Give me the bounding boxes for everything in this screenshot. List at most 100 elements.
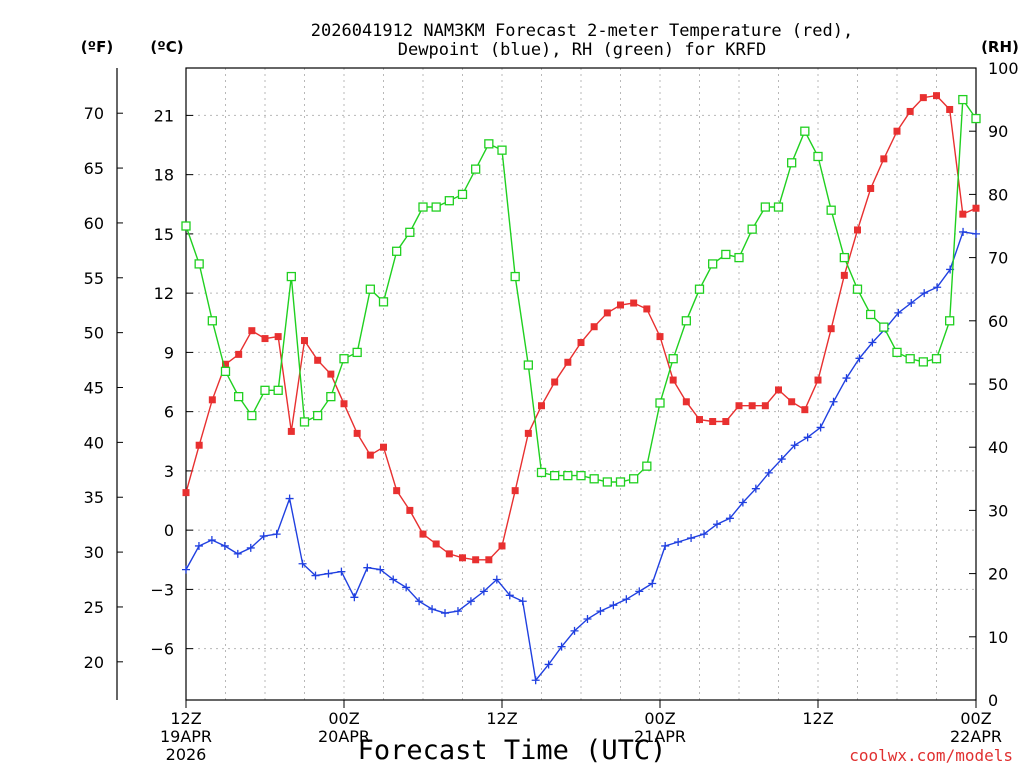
dewpoint-point	[920, 289, 929, 298]
f-axis-tick-label: 65	[84, 159, 104, 178]
rh-point	[629, 474, 639, 484]
dewpoint-point	[959, 227, 968, 236]
temperature-point	[195, 441, 203, 449]
temperature-point	[933, 92, 940, 100]
dewpoint-point	[661, 541, 670, 550]
rh-axis-tick-label: 60	[988, 312, 1008, 331]
rh-point	[721, 249, 731, 260]
dewpoint-point	[363, 563, 372, 572]
temperature-point	[630, 299, 638, 307]
dewpoint-point	[544, 660, 553, 669]
dewpoint-point	[790, 441, 799, 450]
x-axis-tick-label: 19APR	[160, 727, 212, 746]
rh-point	[813, 151, 823, 162]
temperature-point	[854, 226, 861, 234]
grid-layer	[186, 68, 976, 700]
dewpoint-point	[298, 559, 307, 568]
temperature-point	[235, 350, 243, 358]
dewpoint-point	[842, 374, 851, 383]
dewpoint-point	[402, 583, 411, 592]
temperature-point	[603, 309, 611, 317]
rh-point	[352, 347, 362, 358]
rh-point	[615, 477, 626, 487]
temperature-point	[590, 323, 598, 331]
rh-point	[431, 202, 441, 212]
dewpoint-point	[687, 534, 696, 543]
temperature-point	[419, 530, 427, 538]
temperature-point	[682, 398, 690, 406]
rh-point	[365, 284, 375, 294]
x-axis-tick-label: 00Z	[644, 709, 675, 728]
rh-point	[260, 385, 270, 395]
rh-point	[471, 164, 481, 174]
rh-axis-unit: (RH)	[981, 38, 1019, 56]
temperature-point	[906, 107, 914, 115]
dewpoint-point	[376, 565, 385, 574]
rh-point	[339, 354, 349, 364]
rh-point	[392, 246, 402, 256]
dewpoint-point	[466, 597, 475, 606]
temperature-point	[314, 356, 322, 364]
rh-point	[787, 158, 797, 168]
dewpoint-point	[725, 514, 734, 523]
f-axis-tick-label: 25	[84, 598, 104, 617]
temperature-point	[524, 429, 532, 437]
rh-point	[326, 391, 336, 402]
c-axis-tick-label: 15	[154, 225, 174, 244]
c-axis-tick-label: 21	[154, 106, 174, 125]
rh-axis-tick-label: 50	[988, 375, 1008, 394]
x-axis-tick-label: 21APR	[634, 727, 686, 746]
rh-point	[576, 470, 586, 481]
dewpoint-point	[907, 299, 916, 308]
dewpoint-point	[712, 520, 721, 529]
temperature-point	[893, 127, 901, 135]
dewpoint-point	[557, 642, 566, 651]
temperature-point	[327, 370, 335, 378]
chart-title-line-2: Dewpoint (blue), RH (green) for KRFD	[398, 40, 766, 60]
dewpoint-point	[751, 484, 760, 493]
temperature-point	[511, 487, 519, 495]
rh-point	[181, 221, 191, 231]
temperature-point	[353, 429, 361, 437]
temperature-point	[551, 378, 559, 386]
dewpoint-point	[635, 587, 644, 596]
dewpoint-point	[272, 530, 281, 539]
x-axis-tick-label: 12Z	[802, 709, 833, 728]
rh-point	[457, 189, 468, 200]
dewpoint-point	[738, 498, 747, 507]
rh-point	[747, 224, 757, 234]
dewpoint-point	[764, 468, 773, 477]
temperature-point	[248, 327, 256, 335]
temperature-point	[459, 554, 466, 562]
temperature-point	[761, 402, 769, 410]
rh-point	[655, 398, 665, 408]
rh-point	[852, 284, 863, 294]
c-axis-tick-label: 12	[154, 284, 174, 303]
rh-point	[931, 354, 942, 364]
f-axis-tick-label: 35	[84, 488, 104, 507]
dewpoint-point	[803, 433, 812, 442]
rh-point	[523, 360, 533, 370]
rh-point	[905, 354, 915, 364]
temperature-point	[432, 540, 440, 548]
temperature-point	[643, 305, 651, 313]
x-axis-tick-label: 22APR	[950, 727, 1002, 746]
dewpoint-point	[350, 593, 359, 602]
c-axis-tick-label: 3	[164, 462, 174, 481]
temperature-point	[617, 301, 624, 309]
temperature-point	[656, 333, 664, 341]
rh-point	[694, 284, 705, 294]
dewpoint-point	[855, 354, 864, 363]
x-axis-tick-label: 00Z	[328, 709, 359, 728]
dewpoint-point	[337, 567, 346, 576]
dewpoint-point	[777, 455, 786, 464]
temperature-point	[748, 402, 756, 410]
series-layer	[181, 92, 981, 685]
rh-point	[194, 259, 204, 269]
dewpoint-point	[492, 575, 501, 584]
rh-point	[773, 202, 784, 212]
rh-point	[418, 202, 428, 212]
rh-point	[879, 322, 889, 332]
dewpoint-point	[389, 575, 398, 584]
x-axis-tick-label: 12Z	[170, 709, 201, 728]
